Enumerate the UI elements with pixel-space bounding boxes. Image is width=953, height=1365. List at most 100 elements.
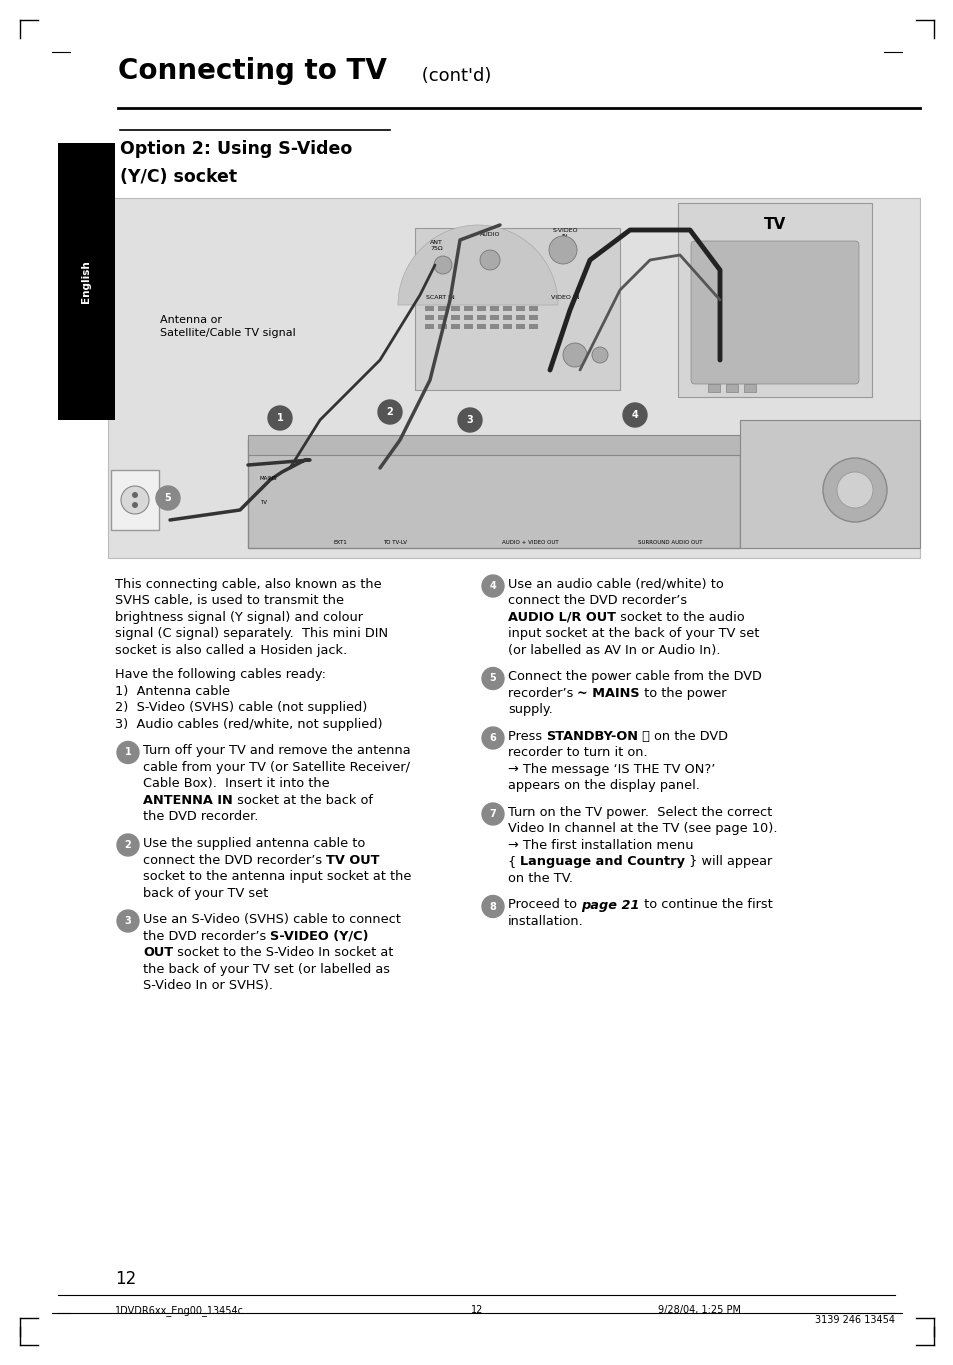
Circle shape	[117, 834, 139, 856]
Circle shape	[117, 741, 139, 763]
Bar	[502, 324, 512, 329]
Text: signal (C signal) separately.  This mini DIN: signal (C signal) separately. This mini …	[115, 628, 388, 640]
Bar	[476, 324, 485, 329]
Text: TV: TV	[763, 217, 785, 232]
Circle shape	[481, 895, 503, 917]
Bar	[476, 315, 485, 319]
Text: 4: 4	[631, 410, 638, 420]
Bar	[516, 306, 524, 311]
Bar	[451, 315, 459, 319]
Bar	[463, 306, 473, 311]
Text: installation.: installation.	[507, 915, 583, 928]
Bar	[516, 315, 524, 319]
Text: Have the following cables ready:: Have the following cables ready:	[115, 669, 326, 681]
Text: (Y/C) socket: (Y/C) socket	[120, 168, 237, 186]
Text: Turn on the TV power.  Select the correct: Turn on the TV power. Select the correct	[507, 805, 771, 819]
Text: socket to the audio: socket to the audio	[616, 612, 744, 624]
Bar	[424, 306, 434, 311]
Bar	[725, 384, 738, 392]
Text: 2)  S-Video (SVHS) cable (not supplied): 2) S-Video (SVHS) cable (not supplied)	[115, 702, 367, 714]
Text: 7: 7	[489, 809, 496, 819]
FancyBboxPatch shape	[740, 420, 919, 547]
Text: the back of your TV set (or labelled as: the back of your TV set (or labelled as	[143, 962, 390, 976]
Circle shape	[562, 343, 586, 367]
Text: 1DVDR6xx_Eng00_13454c: 1DVDR6xx_Eng00_13454c	[115, 1305, 244, 1316]
Text: AUDIO L/R OUT: AUDIO L/R OUT	[507, 612, 616, 624]
Text: the DVD recorder.: the DVD recorder.	[143, 811, 258, 823]
Wedge shape	[397, 225, 558, 304]
Bar	[490, 324, 498, 329]
Text: Press: Press	[507, 730, 546, 743]
Text: } will appear: } will appear	[684, 856, 772, 868]
Circle shape	[268, 405, 292, 430]
Text: OUT: OUT	[143, 946, 172, 960]
Circle shape	[377, 400, 401, 425]
Circle shape	[481, 575, 503, 597]
Text: brightness signal (Y signal) and colour: brightness signal (Y signal) and colour	[115, 612, 363, 624]
Circle shape	[434, 257, 452, 274]
Bar	[451, 306, 459, 311]
Text: supply.: supply.	[507, 703, 552, 717]
FancyBboxPatch shape	[111, 470, 159, 530]
Text: socket at the back of: socket at the back of	[233, 794, 373, 807]
Text: TO TV-LV: TO TV-LV	[382, 541, 407, 545]
Text: ~ MAINS: ~ MAINS	[577, 687, 639, 700]
Text: 9/28/04, 1:25 PM: 9/28/04, 1:25 PM	[658, 1305, 740, 1314]
Text: AUDIO: AUDIO	[479, 232, 499, 238]
Bar	[516, 324, 524, 329]
Text: connect the DVD recorder’s: connect the DVD recorder’s	[507, 595, 686, 607]
Text: VIDEO IN: VIDEO IN	[550, 295, 578, 300]
Bar	[490, 306, 498, 311]
Text: 5: 5	[165, 493, 172, 502]
Text: 5: 5	[489, 673, 496, 684]
Text: 1: 1	[125, 748, 132, 758]
Text: ANT
75Ω: ANT 75Ω	[430, 240, 442, 251]
Text: SVHS cable, is used to transmit the: SVHS cable, is used to transmit the	[115, 595, 344, 607]
Text: TV OUT: TV OUT	[326, 853, 379, 867]
Text: to continue the first: to continue the first	[639, 898, 772, 912]
Circle shape	[121, 486, 149, 515]
Text: Proceed to: Proceed to	[507, 898, 580, 912]
Text: STANDBY-ON: STANDBY-ON	[546, 730, 638, 743]
Bar	[58, 143, 115, 420]
Circle shape	[481, 667, 503, 689]
Bar	[463, 324, 473, 329]
Text: to the power: to the power	[639, 687, 726, 700]
Text: page 21: page 21	[580, 898, 639, 912]
Circle shape	[481, 728, 503, 749]
Bar	[424, 324, 434, 329]
Text: the DVD recorder’s: the DVD recorder’s	[143, 930, 270, 942]
Text: → The message ‘IS THE TV ON?’: → The message ‘IS THE TV ON?’	[507, 763, 715, 775]
Circle shape	[117, 910, 139, 932]
Text: Connect the power cable from the DVD: Connect the power cable from the DVD	[507, 670, 761, 684]
Bar	[502, 306, 512, 311]
Text: 1)  Antenna cable: 1) Antenna cable	[115, 685, 230, 698]
Text: 6: 6	[489, 733, 496, 743]
Text: socket to the S-Video In socket at: socket to the S-Video In socket at	[172, 946, 393, 960]
Text: recorder to turn it on.: recorder to turn it on.	[507, 747, 647, 759]
Text: 3)  Audio cables (red/white, not supplied): 3) Audio cables (red/white, not supplied…	[115, 718, 382, 732]
Bar	[707, 384, 720, 392]
Text: Cable Box).  Insert it into the: Cable Box). Insert it into the	[143, 778, 330, 790]
FancyBboxPatch shape	[248, 435, 740, 455]
Text: S-Video In or SVHS).: S-Video In or SVHS).	[143, 979, 273, 992]
Text: ANTENNA IN: ANTENNA IN	[143, 794, 233, 807]
Bar	[529, 306, 537, 311]
Bar	[437, 306, 447, 311]
Text: → The first installation menu: → The first installation menu	[507, 839, 693, 852]
Bar	[529, 315, 537, 319]
Text: 3139 246 13454: 3139 246 13454	[814, 1314, 894, 1325]
Circle shape	[457, 408, 481, 431]
Text: EXT1: EXT1	[333, 541, 347, 545]
Text: appears on the display panel.: appears on the display panel.	[507, 779, 700, 793]
Text: recorder’s: recorder’s	[507, 687, 577, 700]
FancyBboxPatch shape	[248, 440, 740, 547]
Text: (cont'd): (cont'd)	[416, 67, 491, 85]
Bar	[476, 306, 485, 311]
Circle shape	[622, 403, 646, 427]
Text: Turn off your TV and remove the antenna: Turn off your TV and remove the antenna	[143, 744, 410, 758]
Text: S-VIDEO (Y/C): S-VIDEO (Y/C)	[270, 930, 369, 942]
Text: ⏼ on the DVD: ⏼ on the DVD	[638, 730, 727, 743]
Text: cable from your TV (or Satellite Receiver/: cable from your TV (or Satellite Receive…	[143, 762, 410, 774]
Text: Use the supplied antenna cable to: Use the supplied antenna cable to	[143, 837, 365, 850]
